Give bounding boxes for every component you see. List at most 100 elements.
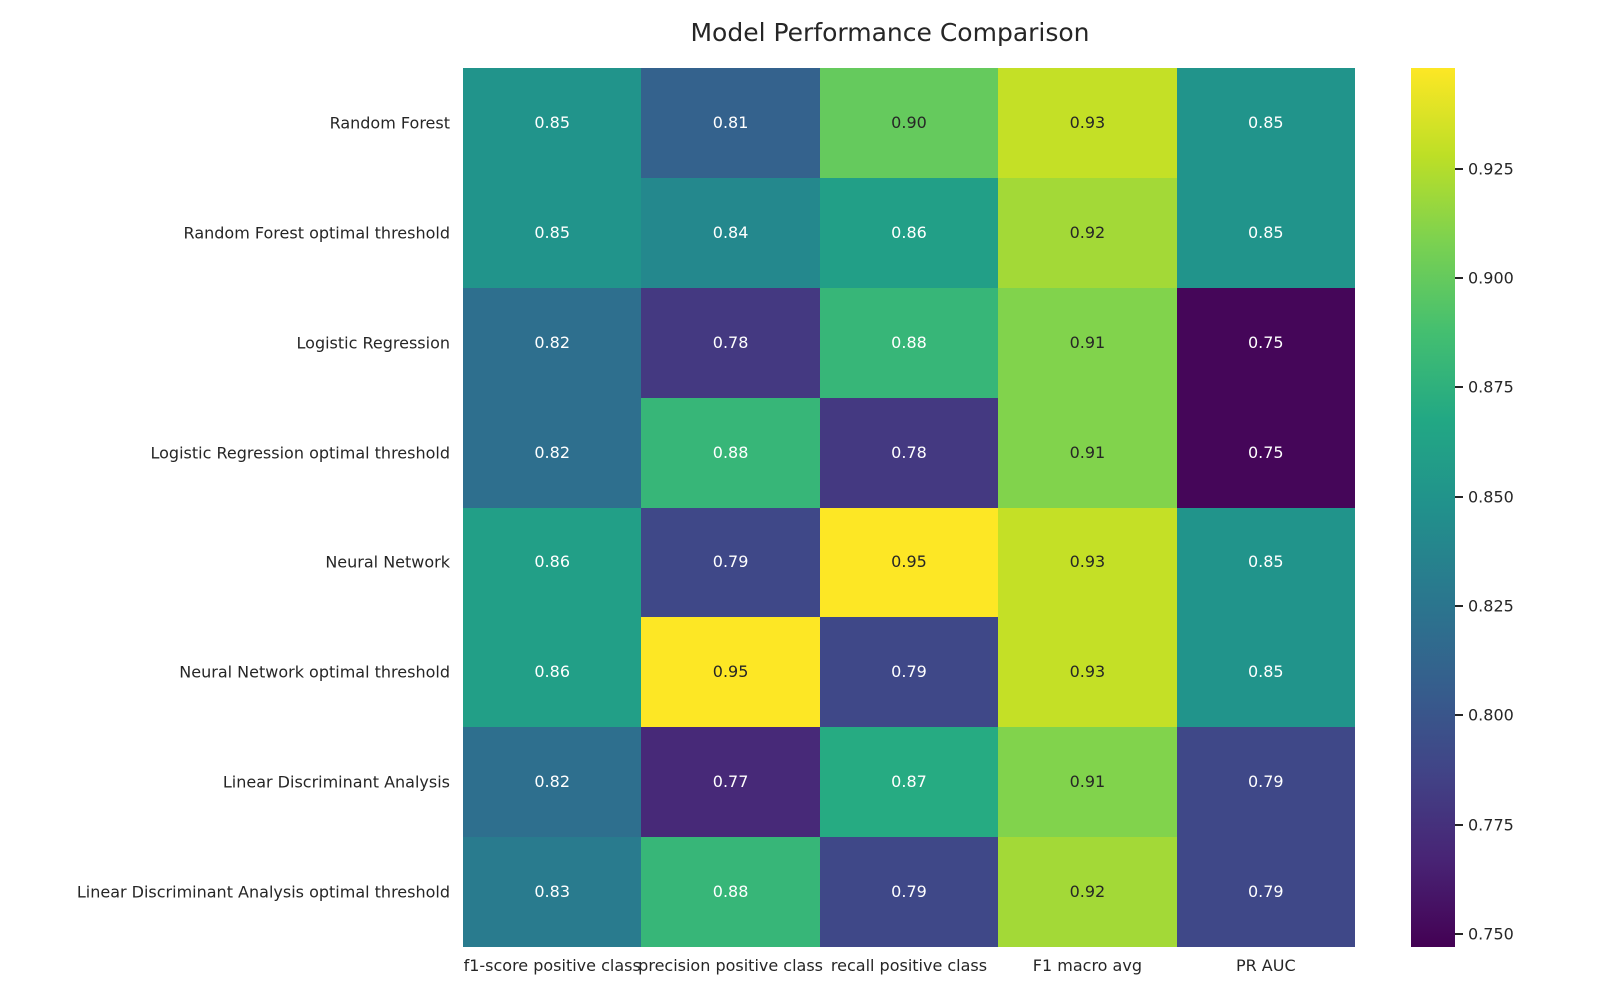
colorbar-tick [1455, 386, 1463, 389]
cell-value: 0.87 [891, 772, 927, 792]
heatmap-cell: 0.86 [463, 507, 642, 618]
colorbar-tick-label: 0.775 [1468, 815, 1514, 835]
col-label: f1-score positive class [463, 956, 641, 975]
heatmap-cell: 0.78 [641, 287, 820, 398]
row-label: Neural Network [325, 552, 450, 572]
row-label: Logistic Regression [296, 333, 450, 353]
heatmap-cell: 0.85 [463, 68, 642, 178]
cell-value: 0.82 [534, 772, 570, 792]
colorbar-tick-label: 0.850 [1468, 487, 1514, 507]
colorbar-tick-label: 0.925 [1468, 159, 1514, 179]
cell-value: 0.92 [1069, 222, 1106, 242]
heatmap-cell: 0.88 [641, 837, 820, 947]
heatmap-grid: 0.85 0.81 0.90 0.93 0.85 0.85 0.84 0.86 0.92 0.85… [463, 68, 1355, 947]
row-label: Random Forest optimal threshold [183, 223, 450, 243]
heatmap-cell: 0.85 [1176, 507, 1355, 618]
heatmap-cell: 0.93 [998, 507, 1177, 618]
cell-value: 0.86 [534, 662, 570, 682]
cell-value: 0.79 [891, 662, 927, 682]
heatmap-cell: 0.82 [463, 287, 642, 398]
col-label: F1 macro avg [1032, 956, 1142, 975]
heatmap-cell: 0.83 [463, 837, 642, 947]
heatmap-cell: 0.75 [1176, 397, 1355, 508]
heatmap-cell: 0.95 [819, 507, 999, 618]
heatmap-cell: 0.81 [641, 68, 820, 178]
heatmap-cell: 0.84 [641, 177, 820, 288]
cell-value: 0.85 [1247, 552, 1284, 572]
cell-value: 0.93 [1069, 112, 1106, 132]
cell-value: 0.93 [1069, 552, 1106, 572]
cell-value: 0.85 [1247, 662, 1284, 682]
col-label: PR AUC [1235, 956, 1296, 975]
cell-value: 0.95 [712, 662, 749, 682]
colorbar-tick [1455, 932, 1463, 935]
cell-value: 0.84 [712, 222, 749, 242]
heatmap-cell: 0.78 [819, 397, 999, 508]
row-label: Neural Network optimal threshold [179, 662, 450, 682]
row-label: Linear Discriminant Analysis optimal thr… [76, 882, 450, 902]
heatmap-cell: 0.88 [819, 287, 999, 398]
colorbar-tick-label: 0.750 [1468, 924, 1514, 944]
heatmap-cell: 0.79 [1176, 727, 1355, 838]
cell-value: 0.79 [891, 882, 927, 902]
heatmap-cell: 0.87 [819, 727, 999, 838]
cell-value: 0.88 [891, 332, 927, 352]
cell-value: 0.91 [1069, 332, 1106, 352]
cell-value: 0.78 [712, 332, 749, 352]
heatmap-cell: 0.79 [819, 837, 999, 947]
heatmap-cell: 0.91 [998, 287, 1177, 398]
cell-value: 0.91 [1069, 442, 1106, 462]
row-label: Logistic Regression optimal threshold [150, 443, 451, 463]
heatmap-cell: 0.79 [641, 507, 820, 618]
cell-value: 0.91 [1069, 772, 1106, 792]
heatmap-cell: 0.79 [819, 617, 999, 728]
heatmap-cell: 0.85 [1176, 177, 1355, 288]
cell-value: 0.86 [534, 552, 570, 572]
heatmap-cell: 0.93 [998, 617, 1177, 728]
col-label: precision positive class [638, 956, 824, 975]
heatmap-cell: 0.82 [463, 397, 642, 508]
cell-value: 0.85 [534, 112, 570, 132]
cell-value: 0.75 [1247, 332, 1284, 352]
colorbar-tick-label: 0.800 [1468, 705, 1514, 725]
heatmap-cell: 0.95 [641, 617, 820, 728]
cell-value: 0.77 [712, 772, 749, 792]
cell-value: 0.85 [1247, 112, 1284, 132]
cell-value: 0.79 [712, 552, 749, 572]
row-label: Linear Discriminant Analysis [222, 772, 450, 792]
cell-value: 0.79 [1247, 772, 1284, 792]
cell-value: 0.82 [534, 442, 570, 462]
heatmap-cell: 0.75 [1176, 287, 1355, 398]
colorbar-tick [1455, 495, 1463, 498]
row-label: Random Forest [329, 113, 450, 133]
cell-value: 0.85 [534, 222, 570, 242]
cell-value: 0.90 [891, 112, 927, 132]
heatmap-cell: 0.93 [998, 68, 1177, 178]
cell-value: 0.92 [1069, 882, 1106, 902]
cell-value: 0.82 [534, 332, 570, 352]
colorbar-tick [1455, 714, 1463, 717]
colorbar-tick [1455, 823, 1463, 826]
heatmap-cell: 0.91 [998, 397, 1177, 508]
heatmap-cell: 0.82 [463, 727, 642, 838]
colorbar-tick [1455, 604, 1463, 607]
heatmap-cell: 0.85 [1176, 68, 1355, 178]
heatmap-cell: 0.91 [998, 727, 1177, 838]
cell-value: 0.75 [1247, 442, 1284, 462]
cell-value: 0.86 [891, 222, 927, 242]
heatmap-cell: 0.92 [998, 177, 1177, 288]
heatmap-cell: 0.86 [463, 617, 642, 728]
heatmap-cell: 0.90 [819, 68, 999, 178]
heatmap-cell: 0.86 [819, 177, 999, 288]
cell-value: 0.93 [1069, 662, 1106, 682]
colorbar-tick [1455, 167, 1463, 170]
cell-value: 0.81 [712, 112, 749, 132]
cell-value: 0.88 [712, 882, 749, 902]
heatmap-cell: 0.85 [463, 177, 642, 288]
cell-value: 0.83 [534, 882, 570, 902]
heatmap-cell: 0.77 [641, 727, 820, 838]
colorbar [1411, 68, 1455, 947]
colorbar-tick [1455, 276, 1463, 279]
colorbar-tick-label: 0.825 [1468, 596, 1514, 616]
